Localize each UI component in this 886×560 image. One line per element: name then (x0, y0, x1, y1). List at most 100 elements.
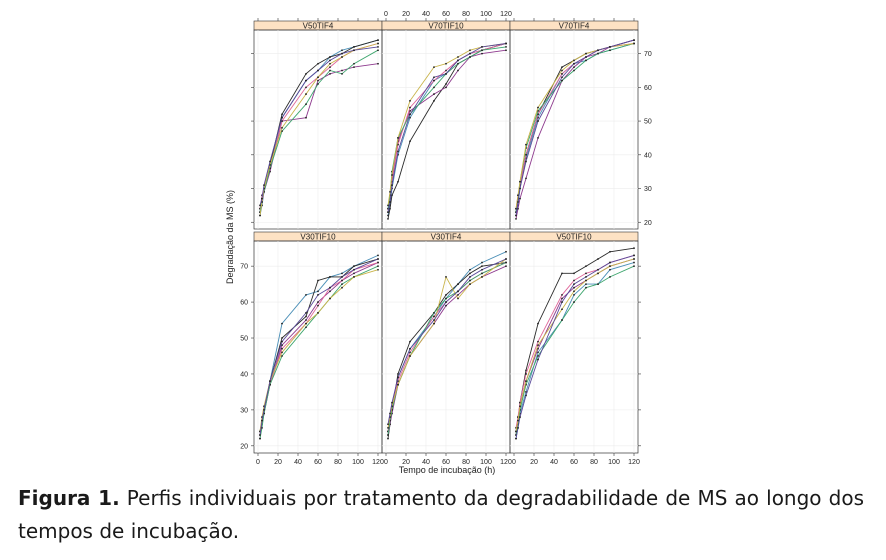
y-tick-label: 50 (240, 336, 248, 343)
data-point (537, 351, 539, 354)
data-point (377, 49, 379, 52)
data-point (353, 268, 355, 271)
data-point (505, 45, 507, 48)
data-point (377, 45, 379, 48)
data-point (353, 66, 355, 69)
x-axis-label: Tempo de incubação (h) (399, 465, 496, 475)
y-tick-label: 60 (240, 300, 248, 307)
data-point (573, 66, 575, 69)
data-point (377, 62, 379, 65)
data-point (515, 437, 517, 440)
data-point (481, 261, 483, 264)
data-point (409, 340, 411, 343)
data-point (537, 358, 539, 361)
data-point (329, 276, 331, 278)
data-point (537, 137, 539, 139)
data-point (281, 347, 283, 350)
data-point (377, 268, 379, 271)
data-point (519, 197, 521, 200)
data-point (469, 272, 471, 275)
y-tick-label: 70 (644, 51, 652, 58)
data-point (505, 250, 507, 253)
data-point (633, 261, 635, 264)
data-point (525, 153, 527, 156)
data-point (317, 79, 319, 82)
data-point (433, 322, 435, 325)
data-point (457, 62, 459, 65)
data-point (329, 66, 331, 69)
data-point (585, 286, 587, 289)
data-point (609, 250, 611, 253)
data-point (515, 207, 517, 210)
data-point (609, 276, 611, 278)
data-point (281, 322, 283, 325)
data-point (537, 347, 539, 350)
y-tick-label: 20 (644, 220, 652, 227)
data-point (505, 258, 507, 260)
data-point (609, 268, 611, 271)
data-point (341, 286, 343, 289)
data-point (409, 116, 411, 119)
x-tick-label: 80 (462, 459, 470, 466)
data-point (519, 405, 521, 408)
data-point (525, 373, 527, 375)
y-tick-label: 50 (644, 119, 652, 126)
data-point (585, 52, 587, 55)
y-tick-label: 30 (644, 186, 652, 193)
x-tick-label: 0 (384, 11, 388, 18)
data-point (377, 258, 379, 260)
data-point (377, 39, 379, 42)
data-point (397, 383, 399, 386)
data-point (537, 106, 539, 109)
data-point (305, 79, 307, 82)
data-point (457, 290, 459, 293)
data-point (341, 72, 343, 75)
data-point (585, 279, 587, 282)
data-point (515, 214, 517, 217)
data-point (409, 113, 411, 116)
data-point (433, 319, 435, 321)
data-point (445, 301, 447, 303)
data-point (519, 416, 521, 418)
data-point (377, 42, 379, 45)
data-point (505, 261, 507, 264)
data-point (353, 265, 355, 268)
data-point (305, 116, 307, 119)
data-point (481, 45, 483, 48)
data-point (505, 42, 507, 45)
data-point (585, 59, 587, 62)
data-point (561, 319, 563, 321)
data-point (259, 437, 261, 440)
data-point (585, 283, 587, 286)
data-point (317, 304, 319, 307)
data-point (561, 297, 563, 300)
data-point (353, 272, 355, 275)
data-point (597, 258, 599, 260)
data-point (597, 272, 599, 275)
data-point (329, 290, 331, 293)
data-point (353, 62, 355, 65)
data-point (433, 79, 435, 82)
data-point (305, 311, 307, 314)
x-tick-label: 20 (402, 459, 410, 466)
data-point (281, 130, 283, 133)
data-point (573, 69, 575, 72)
data-point (573, 272, 575, 275)
x-tick-label: 0 (384, 459, 388, 466)
x-tick-label: 60 (442, 459, 450, 466)
x-tick-label: 100 (352, 459, 364, 466)
data-point (561, 72, 563, 75)
data-point (561, 76, 563, 79)
x-tick-label: 60 (442, 11, 450, 18)
data-point (341, 276, 343, 278)
x-tick-label: 120 (500, 459, 512, 466)
x-tick-label: 120 (372, 459, 384, 466)
data-point (561, 301, 563, 303)
data-point (305, 93, 307, 95)
panel-title: V50TIF4 (303, 22, 334, 31)
data-point (259, 434, 261, 436)
data-point (389, 190, 391, 193)
data-point (409, 351, 411, 354)
data-point (377, 254, 379, 257)
data-point (633, 265, 635, 268)
